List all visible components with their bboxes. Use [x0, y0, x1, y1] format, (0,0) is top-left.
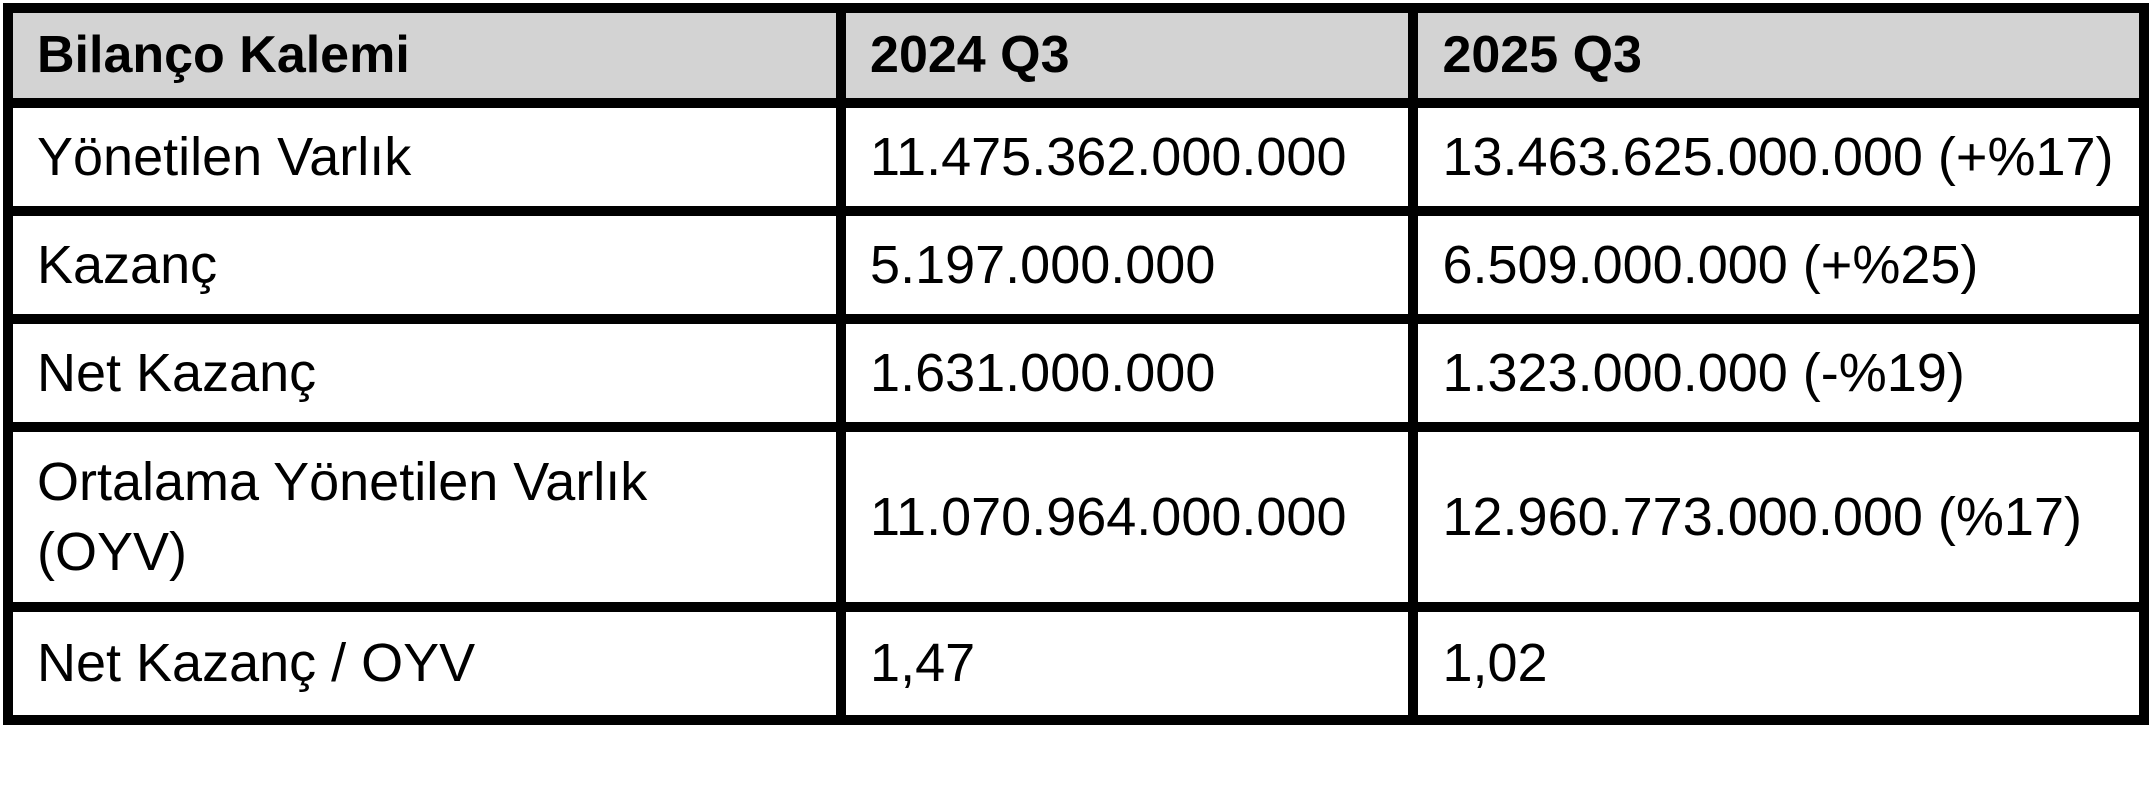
table-row-net-kazanc: Net Kazanç 1.631.000.000 1.323.000.000 (…: [2, 314, 2149, 432]
table-row-net-kazanc-oyv: Net Kazanç / OYV 1,47 1,02: [2, 602, 2149, 725]
row-label-cell: Net Kazanç: [2, 314, 847, 432]
table-row-kazanc: Kazanç 5.197.000.000 6.509.000.000 (+%25…: [2, 206, 2149, 324]
value-cell-2025: 1,02: [1408, 602, 2149, 725]
value-cell-2025: 12.960.773.000.000 (%17): [1408, 422, 2149, 612]
value-cell-2025: 6.509.000.000 (+%25): [1408, 206, 2149, 324]
column-header-2025-q3: 2025 Q3: [1408, 3, 2149, 108]
balance-sheet-table: Bilanço Kalemi 2024 Q3 2025 Q3 Yönetilen…: [2, 3, 2149, 725]
value-cell-2024: 5.197.000.000: [836, 206, 1419, 324]
column-header-bilanco-kalemi: Bilanço Kalemi: [2, 3, 847, 108]
value-cell-2025: 1.323.000.000 (-%19): [1408, 314, 2149, 432]
value-cell-2024: 11.475.362.000.000: [836, 98, 1419, 216]
value-cell-2024: 1.631.000.000: [836, 314, 1419, 432]
value-cell-2024: 11.070.964.000.000: [836, 422, 1419, 612]
row-label-cell: Kazanç: [2, 206, 847, 324]
column-header-2024-q3: 2024 Q3: [836, 3, 1419, 108]
row-label-cell: Net Kazanç / OYV: [2, 602, 847, 725]
header-row: Bilanço Kalemi 2024 Q3 2025 Q3: [2, 3, 2149, 108]
row-label-cell: Yönetilen Varlık: [2, 98, 847, 216]
value-cell-2024: 1,47: [836, 602, 1419, 725]
row-label-cell: Ortalama Yönetilen Varlık (OYV): [2, 422, 847, 612]
value-cell-2025: 13.463.625.000.000 (+%17): [1408, 98, 2149, 216]
table-row-ortalama-yonetilen-varlik: Ortalama Yönetilen Varlık (OYV) 11.070.9…: [2, 422, 2149, 612]
table-row-yonetilen-varlik: Yönetilen Varlık 11.475.362.000.000 13.4…: [2, 98, 2149, 216]
